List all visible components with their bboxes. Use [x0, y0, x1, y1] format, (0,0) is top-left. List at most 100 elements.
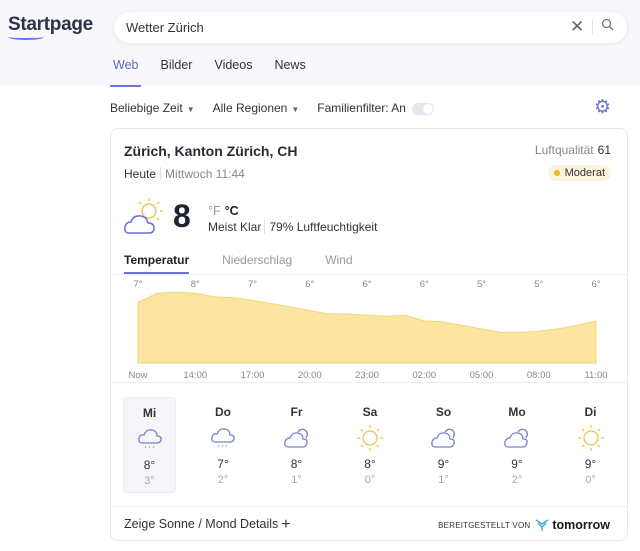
- region-filter-label: Alle Regionen: [212, 101, 288, 115]
- weather-card: Zürich, Kanton Zürich, CH Luftqualität 61…: [110, 128, 628, 541]
- tab-niederschlag[interactable]: Niederschlag: [222, 253, 293, 267]
- high-temp: 8°: [143, 458, 156, 472]
- day-so[interactable]: So 9° 1°: [417, 397, 470, 493]
- tomorrow-logo-icon: [535, 519, 549, 531]
- tab-web[interactable]: Web: [109, 58, 143, 87]
- provided-by-label: BEREITGESTELLT VON: [438, 520, 531, 530]
- search-tabs: Web Bilder Videos News: [109, 58, 306, 87]
- status-dot: [553, 170, 560, 177]
- rain-cloud-icon: [124, 424, 175, 454]
- hourly-temp-label: 6°: [305, 279, 314, 290]
- humidity: 79% Luftfeuchtigkeit: [264, 220, 378, 234]
- today-line: Heute Mittwoch 11:44: [124, 167, 245, 181]
- startpage-logo[interactable]: Startpage: [8, 14, 93, 35]
- high-temp: 7°: [217, 457, 229, 471]
- close-icon[interactable]: ✕: [570, 17, 585, 36]
- cloudy-icon: [491, 423, 544, 453]
- hour-label: 11:00: [584, 370, 607, 381]
- unit-switch: °F °C: [208, 204, 239, 218]
- hour-label: 14:00: [183, 370, 207, 381]
- search-box[interactable]: Wetter Zürich ✕: [114, 12, 627, 43]
- hourly-temp-label: 6°: [591, 279, 600, 290]
- provider-credit: BEREITGESTELLT VON tomorrow: [438, 518, 610, 532]
- hour-label: 02:00: [412, 370, 436, 381]
- hour-label: Now: [128, 370, 147, 381]
- today-label: Heute: [124, 167, 157, 181]
- gear-icon[interactable]: ⚙: [594, 97, 612, 118]
- tab-bilder[interactable]: Bilder: [160, 58, 193, 72]
- tab-wind[interactable]: Wind: [325, 253, 353, 267]
- day-di[interactable]: Di 9° 0°: [564, 397, 617, 493]
- sun-moon-details-button[interactable]: Zeige Sonne / Mond Details +: [124, 516, 291, 534]
- low-temp: 0°: [585, 474, 596, 486]
- filters-bar: Beliebige Zeit ▼ Alle Regionen ▼ Familienf…: [110, 101, 434, 115]
- current-temperature: 8: [173, 198, 191, 234]
- header: Startpage Wetter Zürich ✕ Web Bilder Vid…: [0, 0, 640, 87]
- day-name: Mo: [508, 405, 526, 419]
- high-temp: 8°: [290, 457, 303, 471]
- rain-cloud-icon: [197, 423, 250, 453]
- hourly-temp-label: 8°: [191, 279, 200, 290]
- chevron-down-icon: ▼: [186, 105, 195, 114]
- day-name: Sa: [362, 405, 378, 419]
- air-quality-value: 61: [597, 143, 611, 157]
- low-temp: 2°: [217, 474, 229, 486]
- day-name: So: [435, 405, 452, 419]
- partly-cloudy-icon: [123, 197, 167, 242]
- time-filter[interactable]: Beliebige Zeit ▼: [110, 101, 195, 115]
- low-temp: 1°: [291, 474, 302, 486]
- logo-swoosh: [8, 34, 44, 40]
- hourly-temp-label: 5°: [534, 279, 543, 290]
- search-input[interactable]: Wetter Zürich: [126, 20, 204, 35]
- search-icon[interactable]: [601, 18, 614, 34]
- low-temp: 0°: [364, 474, 376, 486]
- family-filter[interactable]: Familienfilter: An: [317, 101, 434, 115]
- temperature-area: [137, 291, 597, 364]
- divider: [111, 382, 627, 383]
- chevron-down-icon: ▼: [291, 105, 300, 114]
- low-temp: 1°: [438, 474, 449, 486]
- day-name: Di: [584, 405, 597, 419]
- hour-label: 05:00: [470, 370, 494, 381]
- tab-temperatur[interactable]: Temperatur: [124, 253, 190, 274]
- air-quality-status: Moderat: [564, 167, 605, 179]
- hourly-temp-label: 7°: [133, 279, 142, 290]
- divider: [592, 20, 593, 35]
- day-fr[interactable]: Fr 8° 1°: [270, 397, 323, 493]
- low-temp: 2°: [511, 474, 523, 486]
- hour-label: 20:00: [298, 370, 322, 381]
- day-name: Do: [215, 405, 231, 419]
- provider-name[interactable]: tomorrow: [552, 518, 610, 532]
- unit-fahrenheit[interactable]: °F: [208, 204, 221, 218]
- air-quality: Luftqualität 61: [535, 143, 611, 157]
- day-mo[interactable]: Mo 9° 2°: [491, 397, 544, 493]
- condition: Meist Klar: [208, 220, 262, 234]
- day-mi[interactable]: Mi 8° 3°: [123, 397, 176, 493]
- daily-forecast: Mi 8° 3° Do 7° 2° Fr 8° 1° Sa 8° 0° So 9° 1°…: [123, 397, 617, 493]
- family-filter-toggle[interactable]: [411, 102, 434, 115]
- air-quality-badge: Moderat: [547, 165, 611, 181]
- air-quality-label: Luftqualität: [534, 143, 594, 157]
- plus-icon: +: [281, 516, 291, 533]
- high-temp: 9°: [437, 457, 450, 471]
- day-do[interactable]: Do 7° 2°: [197, 397, 250, 493]
- condition-line: Meist Klar 79% Luftfeuchtigkeit: [208, 220, 378, 234]
- high-temp: 9°: [584, 457, 597, 471]
- weather-tabs: Temperatur Niederschlag Wind: [124, 253, 353, 274]
- region-filter[interactable]: Alle Regionen ▼: [213, 101, 300, 115]
- sun-icon: [344, 423, 397, 453]
- family-filter-label: Familienfilter: An: [317, 101, 406, 115]
- divider: [111, 274, 627, 275]
- hour-label: 23:00: [355, 370, 379, 381]
- cloudy-icon: [417, 423, 470, 453]
- sun-moon-label: Zeige Sonne / Mond Details: [124, 517, 279, 531]
- unit-celsius[interactable]: °C: [224, 204, 239, 218]
- hour-label: 08:00: [527, 370, 551, 381]
- day-name: Mi: [142, 406, 157, 420]
- tab-news[interactable]: News: [274, 58, 306, 72]
- day-sa[interactable]: Sa 8° 0°: [344, 397, 397, 493]
- divider: [111, 506, 627, 507]
- hourly-temp-label: 5°: [477, 279, 486, 290]
- sun-icon: [564, 423, 617, 453]
- tab-videos[interactable]: Videos: [214, 58, 253, 72]
